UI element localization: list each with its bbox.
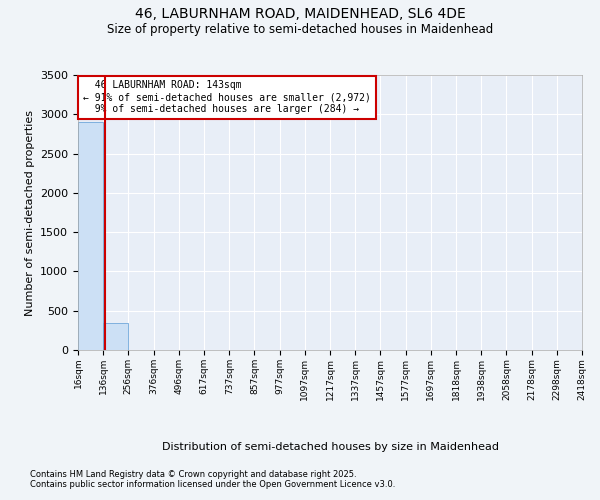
- Text: Contains public sector information licensed under the Open Government Licence v3: Contains public sector information licen…: [30, 480, 395, 489]
- Text: 46 LABURNHAM ROAD: 143sqm
← 91% of semi-detached houses are smaller (2,972)
  9%: 46 LABURNHAM ROAD: 143sqm ← 91% of semi-…: [83, 80, 371, 114]
- Text: Contains HM Land Registry data © Crown copyright and database right 2025.: Contains HM Land Registry data © Crown c…: [30, 470, 356, 479]
- Text: Distribution of semi-detached houses by size in Maidenhead: Distribution of semi-detached houses by …: [161, 442, 499, 452]
- Text: 46, LABURNHAM ROAD, MAIDENHEAD, SL6 4DE: 46, LABURNHAM ROAD, MAIDENHEAD, SL6 4DE: [134, 8, 466, 22]
- Y-axis label: Number of semi-detached properties: Number of semi-detached properties: [25, 110, 35, 316]
- Bar: [103, 322, 128, 350]
- Text: Size of property relative to semi-detached houses in Maidenhead: Size of property relative to semi-detach…: [107, 22, 493, 36]
- Bar: [78, 122, 103, 350]
